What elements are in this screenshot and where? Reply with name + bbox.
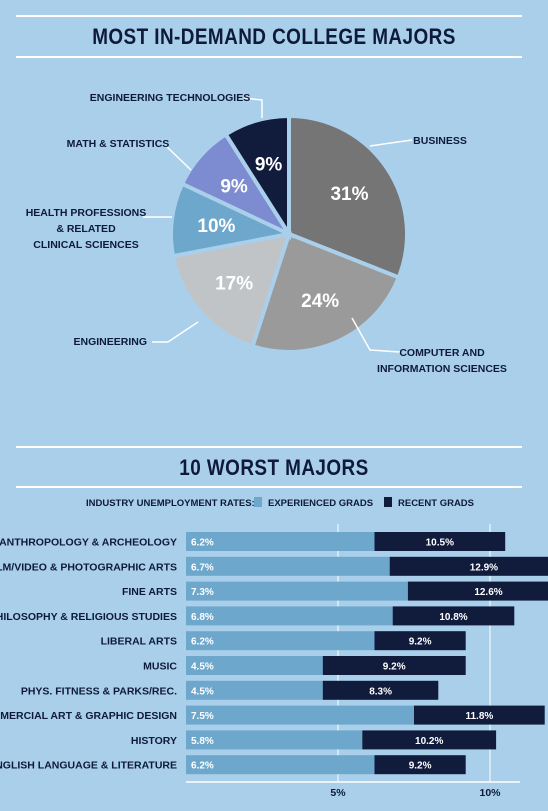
pie-slice-computer-and-information-sciences [250,231,402,354]
bar-experienced [186,631,375,651]
pie-value-label: 9% [220,177,248,198]
pie-category-label-math-statistics: MATH & STATISTICS [67,138,170,150]
pie-category-label-computer-and-information-sciences: COMPUTER AND INFORMATION SCIENCES [377,347,507,375]
bar-experienced-value-label: 6.2% [191,538,214,549]
legend-swatch-recent [384,497,392,507]
bar-recent-value-label: 9.2% [409,637,432,648]
legend-label-experienced: EXPERIENCED GRADS [268,498,373,509]
bar-experienced [186,606,393,626]
bar-recent-value-label: 10.5% [426,538,454,549]
pie-category-label-engineering-technologies: ENGINEERING TECHNOLOGIES [90,92,250,104]
bar-experienced-value-label: 6.7% [191,562,214,573]
legend-label-recent: RECENT GRADS [398,498,474,509]
pie-leader-line [351,317,401,353]
pie-chart-title: MOST IN-DEMAND COLLEGE MAJORS [92,24,456,49]
bar-chart-title: 10 WORST MAJORS [179,455,369,480]
pie-slice-engineering-technologies [223,113,291,241]
bar-recent-value-label: 11.8% [465,711,493,722]
bar-recent [389,556,548,576]
bar-experienced-value-label: 5.8% [191,736,214,747]
pie-value-label: 31% [330,184,368,205]
bar-experienced [186,680,323,700]
bar-experienced [186,730,363,750]
pie-title-divider [16,56,522,58]
bar-experienced [186,556,390,576]
bar-category-label-fine-arts: FINE ARTS [122,586,177,598]
bar-category-label-film-video-photographic-arts: FILM/VIDEO & PHOTOGRAPHIC ARTS [0,561,177,573]
pie-leader-line [243,97,263,118]
bar-experienced-value-label: 6.2% [191,761,214,772]
bar-title-divider [16,486,522,488]
bar-recent-value-label: 10.8% [439,612,467,623]
bar-category-label-history: HISTORY [131,735,177,747]
bar-recent [374,532,506,551]
pie-slice-business [287,113,409,281]
bar-experienced [186,705,414,725]
bar-category-label-liberal-arts: LIBERAL ARTS [101,636,177,648]
bar-recent-value-label: 8.3% [369,686,392,697]
pie-chart: 31% BUSINESS 24% COMPUTER AND INFORMATION SC… [26,92,507,375]
pie-value-label: 9% [255,155,283,176]
bar-recent [362,730,497,750]
x-tick-label: 10% [479,787,501,799]
bar-experienced-value-label: 4.5% [191,662,214,673]
bar-experienced [186,755,375,775]
pie-slice-engineering [170,231,292,349]
bar-chart: 5% 10% ANTHROPOLOGY & ARCHEOLOGY 6.2% 10.5% F… [0,524,548,799]
bar-category-label-phys-fitness-parks-rec: PHYS. FITNESS & PARKS/REC. [21,685,177,697]
bar-experienced-value-label: 6.8% [191,612,214,623]
bar-category-label-english-language-literature: ENGLISH LANGUAGE & LITERATURE [0,760,177,772]
bar-experienced-value-label: 7.3% [191,587,214,598]
top-divider [16,15,522,17]
pie-leader-line [152,321,199,343]
legend-intro-text: INDUSTRY UNEMPLOYMENT RATES: [86,498,255,509]
bar-recent [414,705,545,725]
bar-recent-value-label: 12.9% [470,562,498,573]
bar-category-label-philosophy-religious-studies: PHILOSOPHY & RELIGIOUS STUDIES [0,611,177,623]
pie-category-label-business: BUSINESS [413,135,467,147]
bar-recent [407,581,548,601]
pie-leader-line [164,144,192,171]
pie-category-label-engineering: ENGINEERING [73,336,147,348]
bar-recent [374,755,466,775]
bar-experienced-value-label: 4.5% [191,686,214,697]
bar-recent-value-label: 9.2% [383,662,406,673]
pie-value-label: 17% [215,273,253,294]
legend-swatch-experienced [254,497,262,507]
pie-category-label-health-professions-related-clinical-sciences: HEALTH PROFESSIONS & RELATED CLINICAL SCIE… [26,207,147,251]
bar-recent [322,680,439,700]
bar-experienced [186,656,323,675]
bar-experienced-value-label: 6.2% [191,637,214,648]
bar-section-divider [16,446,522,448]
bar-recent [374,631,466,651]
bar-experienced [186,581,408,601]
x-tick-label: 5% [330,787,346,799]
bar-category-label-music: MUSIC [143,661,177,673]
pie-leader-line [369,139,413,147]
bar-recent-value-label: 9.2% [409,761,432,772]
bar-experienced [186,532,375,551]
bar-category-label-anthropology-archeology: ANTHROPOLOGY & ARCHEOLOGY [0,537,177,549]
bar-category-label-commercial-art-graphic-design: COMMERCIAL ART & GRAPHIC DESIGN [0,710,177,722]
pie-value-label: 10% [197,216,235,237]
bar-experienced-value-label: 7.5% [191,711,214,722]
bar-recent [392,606,515,626]
bar-recent-value-label: 12.6% [474,587,502,598]
bar-recent-value-label: 10.2% [415,736,443,747]
pie-value-label: 24% [301,291,339,312]
bar-recent [322,656,466,675]
bar-legend: INDUSTRY UNEMPLOYMENT RATES: EXPERIENCED… [86,497,474,509]
